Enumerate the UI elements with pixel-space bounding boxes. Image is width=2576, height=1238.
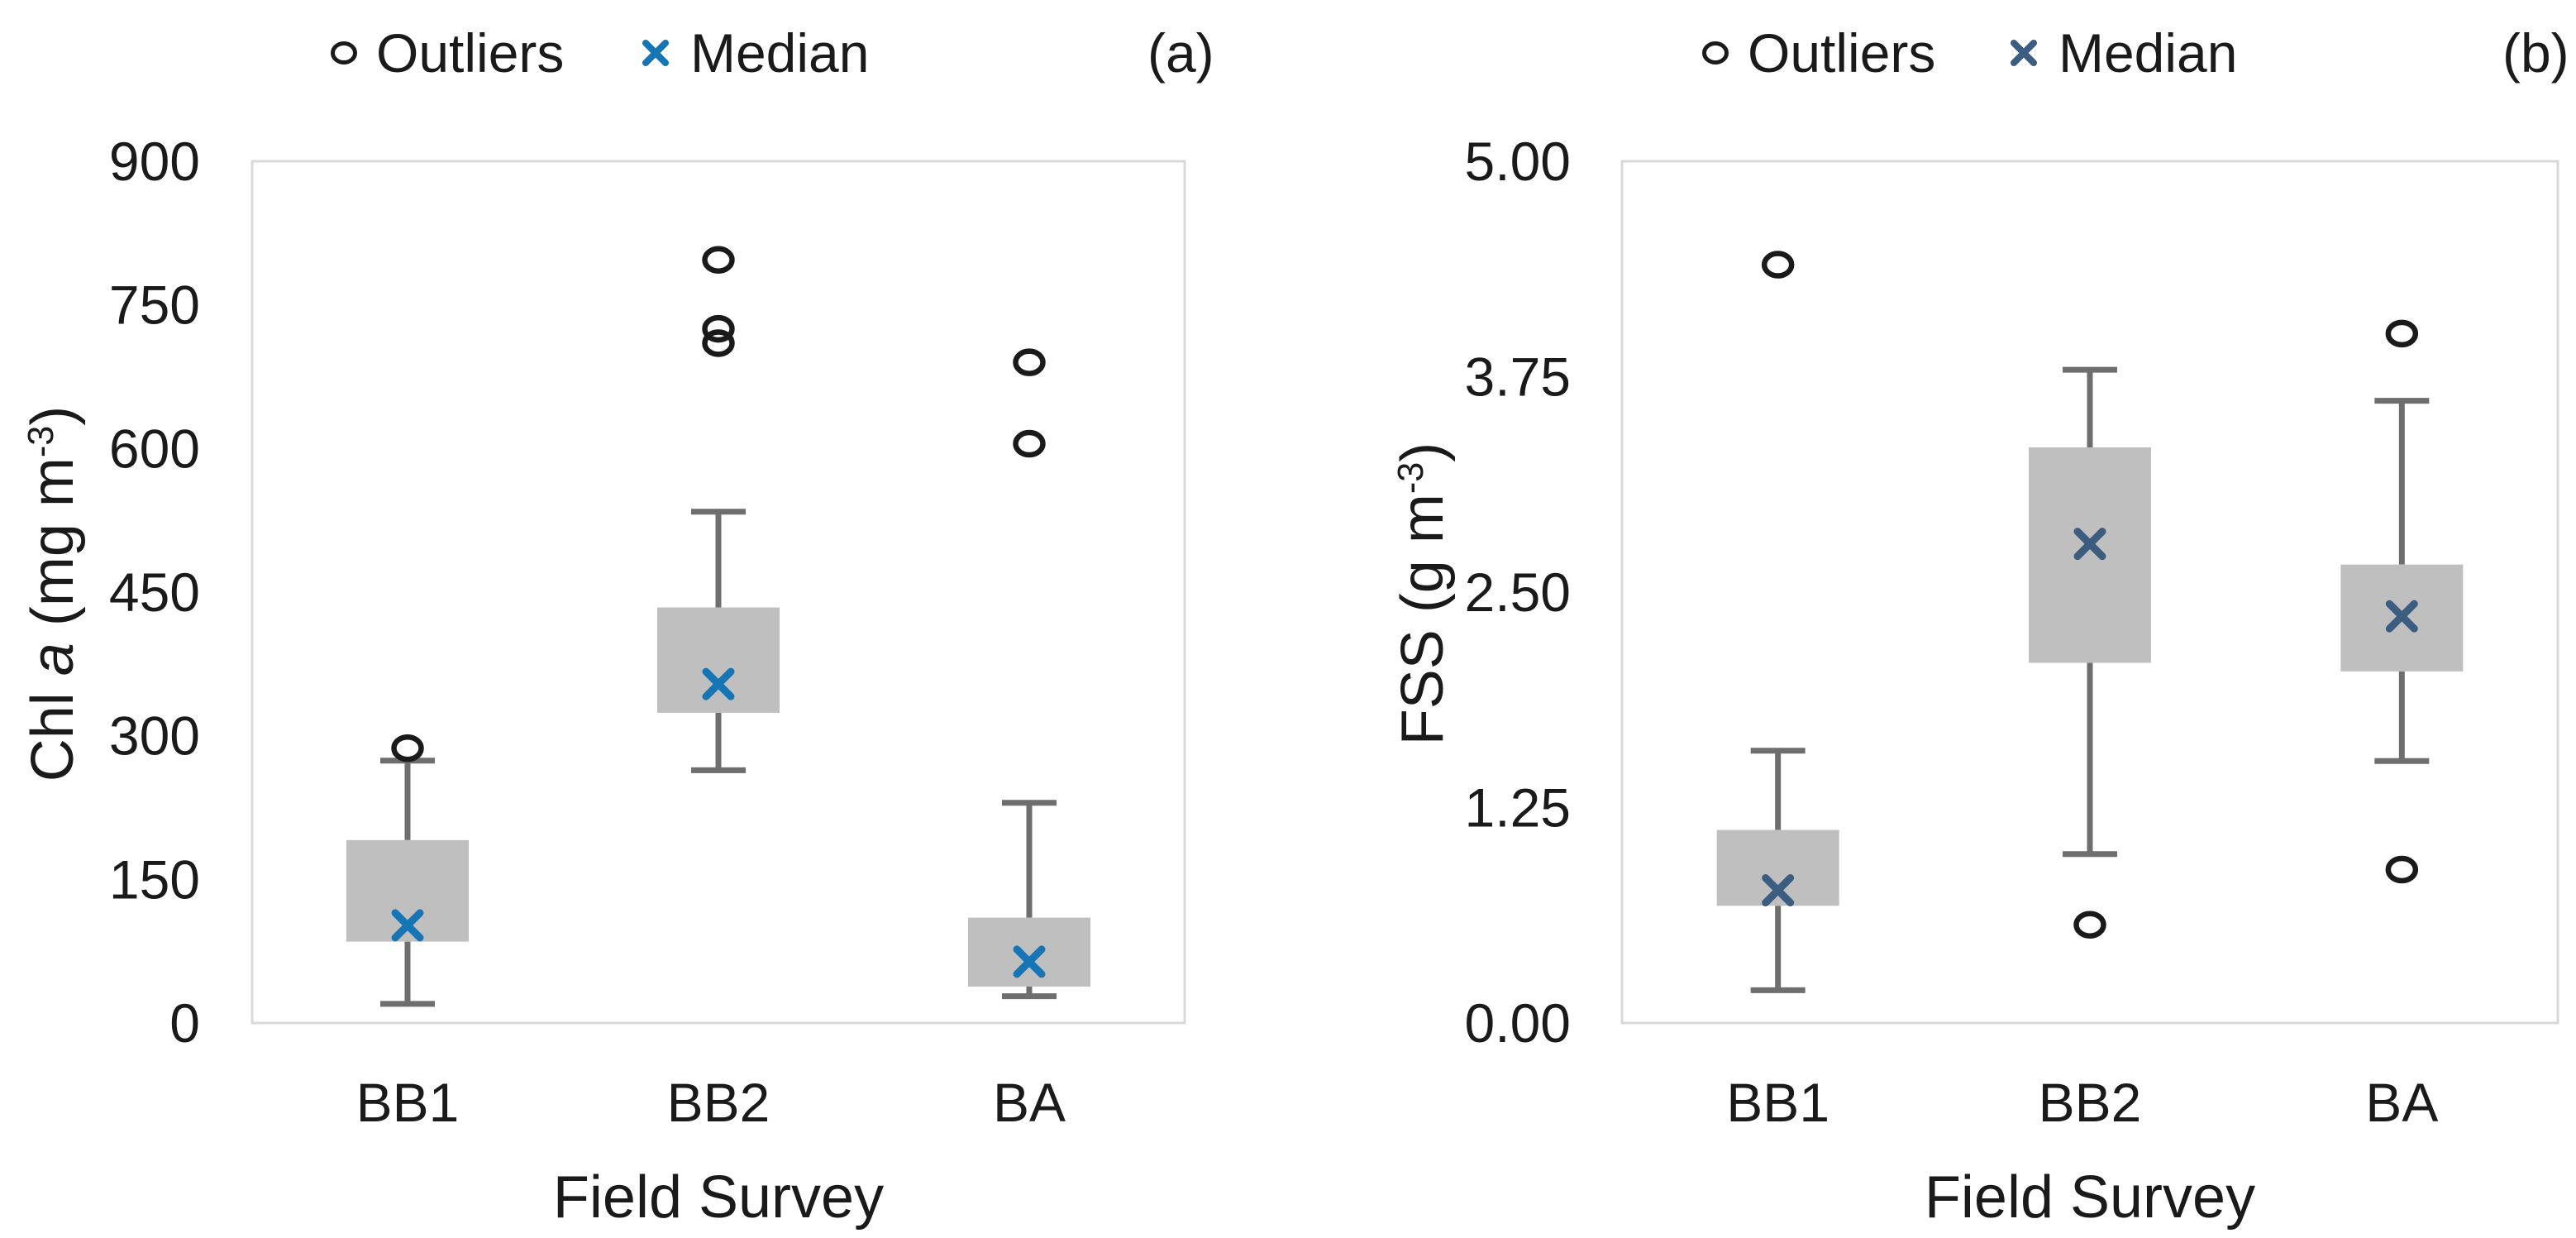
median-legend-icon-b bbox=[2011, 40, 2037, 66]
panel-tag-b: (b) bbox=[2502, 22, 2569, 84]
y-axis-title-a-sup: -3 bbox=[21, 425, 62, 458]
iqr-box-a-BA bbox=[968, 917, 1090, 987]
plot-area-border-a bbox=[250, 160, 1186, 1025]
category-label-b-BB1: BB1 bbox=[1726, 1072, 1829, 1133]
category-label-b-BB2: BB2 bbox=[2039, 1072, 2142, 1133]
category-label-a-BA: BA bbox=[993, 1072, 1066, 1133]
ytick-label-a-4: 600 bbox=[109, 418, 200, 479]
median-marker-a-BA bbox=[1013, 945, 1046, 978]
x-axis-title-a: Field Survey bbox=[552, 1164, 885, 1231]
category-label-a-BB1: BB1 bbox=[356, 1072, 460, 1133]
y-axis-title-a: Chl a (mg m-3) bbox=[20, 405, 86, 782]
outlier-point-b-BB1-0 bbox=[1761, 251, 1795, 279]
iqr-box-a-BB2 bbox=[657, 607, 780, 713]
median-marker-b-BB1 bbox=[1762, 874, 1795, 907]
ytick-label-a-5: 750 bbox=[109, 275, 200, 336]
median-marker-b-BB2 bbox=[2073, 528, 2106, 561]
outlier-point-a-BB2-1 bbox=[702, 314, 735, 343]
ytick-label-a-2: 300 bbox=[109, 705, 200, 767]
outlier-point-a-BB2-0 bbox=[702, 246, 735, 275]
legend-label-outliers-b: Outliers bbox=[1748, 22, 1936, 84]
y-axis-title-b: FSS (g m-3) bbox=[1390, 442, 1456, 746]
ytick-label-a-3: 450 bbox=[109, 562, 200, 623]
y-axis-title-b-sup: -3 bbox=[1391, 461, 1432, 495]
plot-area-border-b bbox=[1620, 160, 2559, 1025]
outliers-legend-icon-a bbox=[331, 41, 357, 65]
y-axis-title-a-mid: (mg m bbox=[20, 457, 86, 643]
ytick-label-b-0: 0.00 bbox=[1465, 992, 1571, 1054]
median-marker-b-BA bbox=[2385, 600, 2418, 633]
outlier-point-b-BA-0 bbox=[2385, 319, 2419, 348]
y-axis-title-a-italic: a bbox=[20, 643, 86, 676]
outlier-point-a-BA-1 bbox=[1013, 429, 1046, 458]
ytick-label-b-3: 3.75 bbox=[1465, 347, 1571, 408]
outliers-legend-icon-b bbox=[1702, 41, 1729, 65]
outlier-point-a-BB1-0 bbox=[391, 734, 424, 762]
y-axis-title-a-pre: Chl bbox=[20, 676, 86, 782]
x-axis-title-b: Field Survey bbox=[1924, 1164, 2256, 1231]
ytick-label-a-0: 0 bbox=[169, 992, 200, 1054]
ytick-label-a-1: 150 bbox=[109, 848, 200, 910]
y-axis-title-b-pre: FSS (g m bbox=[1390, 494, 1456, 746]
median-marker-a-BB2 bbox=[702, 667, 735, 700]
category-label-a-BB2: BB2 bbox=[667, 1072, 770, 1133]
ytick-label-b-4: 5.00 bbox=[1465, 131, 1571, 192]
median-legend-icon-a bbox=[642, 40, 669, 66]
legend-label-outliers-a: Outliers bbox=[376, 22, 565, 84]
category-label-b-BA: BA bbox=[2365, 1072, 2438, 1133]
y-axis-title-a-post: ) bbox=[20, 405, 86, 426]
iqr-box-b-BB2 bbox=[2029, 447, 2151, 663]
legend-label-median-a: Median bbox=[690, 22, 870, 84]
ytick-label-b-2: 2.50 bbox=[1465, 562, 1571, 623]
y-axis-title-b-post: ) bbox=[1390, 442, 1456, 462]
legend-label-median-b: Median bbox=[2058, 22, 2238, 84]
panel-tag-a: (a) bbox=[1147, 22, 1214, 84]
ytick-label-b-1: 1.25 bbox=[1465, 777, 1571, 839]
median-marker-a-BB1 bbox=[391, 909, 424, 942]
outlier-point-a-BB2-2 bbox=[702, 329, 735, 357]
outlier-point-b-BB2-0 bbox=[2073, 911, 2106, 939]
outlier-point-a-BA-0 bbox=[1013, 348, 1046, 376]
ytick-label-a-6: 900 bbox=[109, 131, 200, 192]
outlier-point-b-BA-1 bbox=[2385, 855, 2419, 884]
